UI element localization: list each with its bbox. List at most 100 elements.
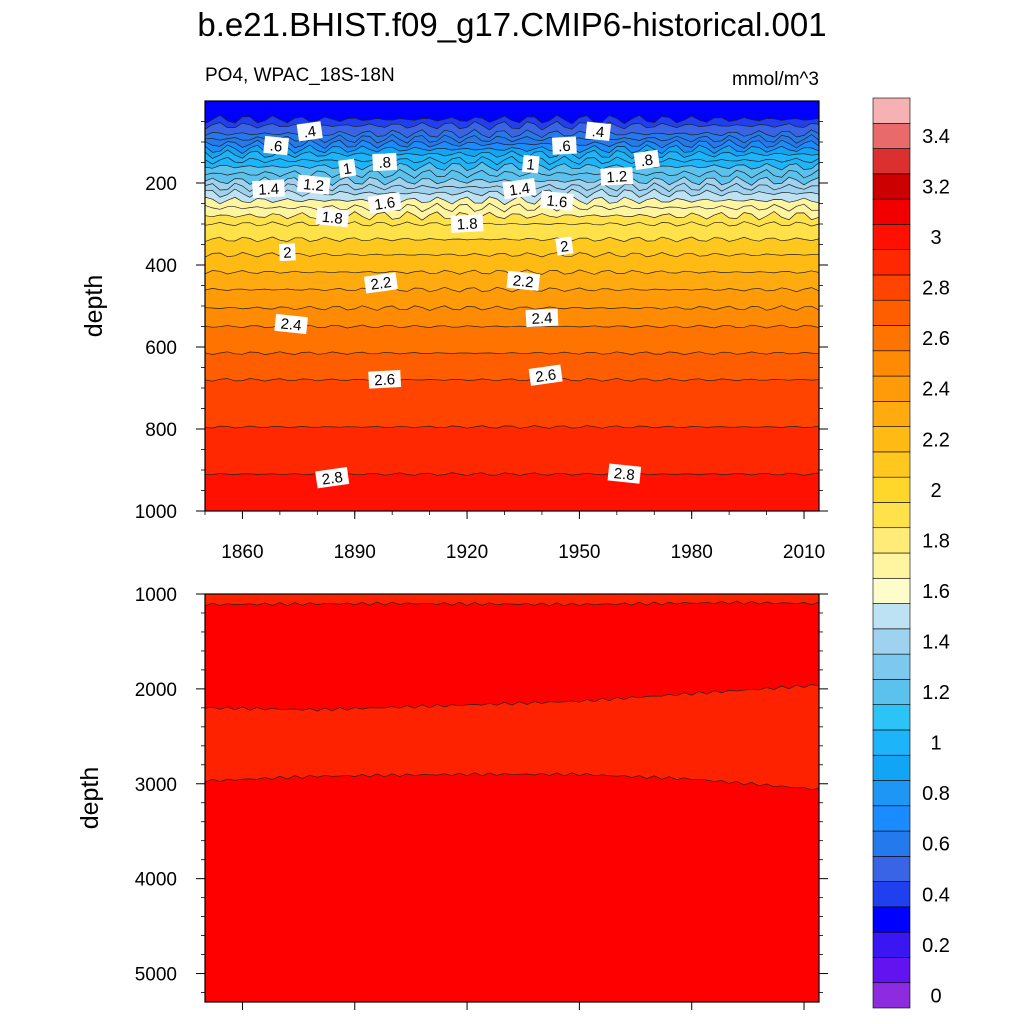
colorbar-box [872, 603, 911, 630]
colorbar-box [872, 628, 911, 655]
upper-contour-line [205, 149, 819, 160]
colorbar-label: 3.2 [922, 177, 950, 199]
contour-label: 2 [555, 236, 574, 256]
contour-label: 1.6 [367, 192, 402, 214]
upper-contour-labels: .4.6.811.21.41.61.822.22.42.62.8.4.6.811… [252, 121, 660, 489]
colorbar-box [872, 830, 911, 857]
colorbar-label: 1.2 [922, 682, 950, 704]
colorbar-box [872, 754, 911, 781]
colorbar-box [872, 299, 911, 326]
upper-axes: 1860 1890 1920 1950 1980 2010 200 400 600 800 1000 [135, 121, 828, 563]
upper-contour-line [205, 251, 819, 258]
contour-label-box [607, 463, 642, 484]
contour-label-text: .8 [378, 154, 391, 172]
lower-contour-line [205, 684, 819, 712]
upper-contour-line [205, 139, 819, 149]
colorbar-box [872, 274, 911, 301]
upper-contour-line [205, 472, 819, 476]
upper-x-tick-label: 1920 [446, 542, 488, 563]
colorbar-label: 2.6 [922, 328, 950, 350]
lower-plot-frame [204, 593, 820, 1003]
colorbar-label: 2.2 [922, 429, 950, 451]
colorbar-box [872, 122, 911, 149]
contour-label: .4 [296, 121, 323, 142]
colorbar-label: 1.8 [922, 530, 950, 552]
contour-label-text: .8 [639, 152, 654, 171]
lower-fill-base [205, 594, 819, 1002]
colorbar-label: 0 [930, 985, 941, 1007]
contour-label-text: 1.2 [606, 168, 628, 186]
colorbar-box [872, 957, 911, 984]
chart-subtitle-left: PO4, WPAC_18S-18N [205, 65, 395, 86]
contour-label-box [315, 467, 350, 489]
contour-label: 1.4 [502, 178, 537, 200]
contour-label-box [585, 121, 611, 142]
contour-label-text: 1 [342, 160, 353, 178]
upper-contour-line [205, 195, 819, 206]
contour-label-box [367, 192, 402, 214]
chart-subtitle-right: mmol/m^3 [732, 69, 819, 90]
contour-label-box [252, 179, 285, 199]
colorbar-box [872, 653, 911, 680]
contour-label: 1 [521, 154, 540, 174]
contour-label-text: 1.4 [258, 181, 280, 199]
upper-contour-line [205, 425, 819, 429]
contour-label-text: 2.8 [613, 465, 636, 484]
contour-label: .8 [633, 149, 660, 171]
colorbar-box [872, 350, 911, 377]
colorbar-label: 3 [930, 227, 941, 249]
contour-label: .6 [551, 136, 577, 156]
upper-contour-line [205, 202, 819, 213]
contour-label-text: 1.4 [508, 180, 531, 200]
upper-contour-line [205, 114, 819, 125]
colorbar-box [872, 982, 911, 1009]
colorbar-box [872, 375, 911, 402]
colorbar-label: 1.6 [922, 581, 950, 603]
colorbar-label: 1.4 [922, 632, 950, 654]
contour-label-text: 2.4 [531, 310, 553, 328]
colorbar-box [872, 704, 911, 731]
colorbar-box [872, 780, 911, 807]
contour-label-box [600, 166, 634, 186]
contour-label-box [278, 243, 296, 262]
colorbar-label: 2.4 [922, 379, 950, 401]
contour-label: 1.2 [600, 166, 634, 186]
colorbar-label: 2.8 [922, 278, 950, 300]
contour-label: 2.2 [363, 272, 398, 294]
upper-x-tick-label: 1890 [334, 542, 376, 563]
lower-contour-line [205, 600, 819, 607]
colorbar-box [872, 527, 911, 554]
colorbar-label: 0.8 [922, 783, 950, 805]
colorbar-box [872, 451, 911, 478]
colorbar-label: 0.4 [922, 884, 950, 906]
contour-label-text: 2.8 [321, 469, 344, 489]
contour-label-box [551, 136, 577, 155]
contour-label: 1.4 [252, 179, 285, 199]
contour-label-text: 2 [559, 238, 570, 256]
colorbar-label: 3.4 [922, 126, 950, 148]
lower-y-axis-label: depth [76, 767, 104, 830]
upper-fill-band [205, 101, 819, 124]
upper-contour-fills [205, 101, 819, 511]
contour-label-box [540, 190, 574, 212]
contour-label-text: 2 [283, 244, 292, 261]
lower-y-tick-label: 4000 [135, 870, 177, 891]
upper-contour-line [205, 161, 819, 172]
colorbar-box [872, 249, 911, 276]
contour-label: 2.6 [528, 364, 563, 386]
upper-y-tick-label: 600 [145, 338, 177, 359]
colorbar-box [872, 679, 911, 705]
upper-contour-line [205, 286, 819, 293]
contour-label: 1.6 [540, 190, 574, 212]
colorbar-box [872, 148, 911, 175]
colorbar-label: 1 [930, 733, 941, 755]
contour-label: .8 [372, 152, 398, 172]
contour-label-text: .6 [558, 138, 571, 156]
contour-label-box [450, 214, 484, 233]
colorbar-box [872, 224, 911, 250]
contour-label-text: 1.8 [321, 209, 344, 228]
contour-label: 2.8 [315, 467, 350, 489]
colorbar-box [872, 729, 911, 756]
contour-label: 1.8 [450, 214, 484, 234]
